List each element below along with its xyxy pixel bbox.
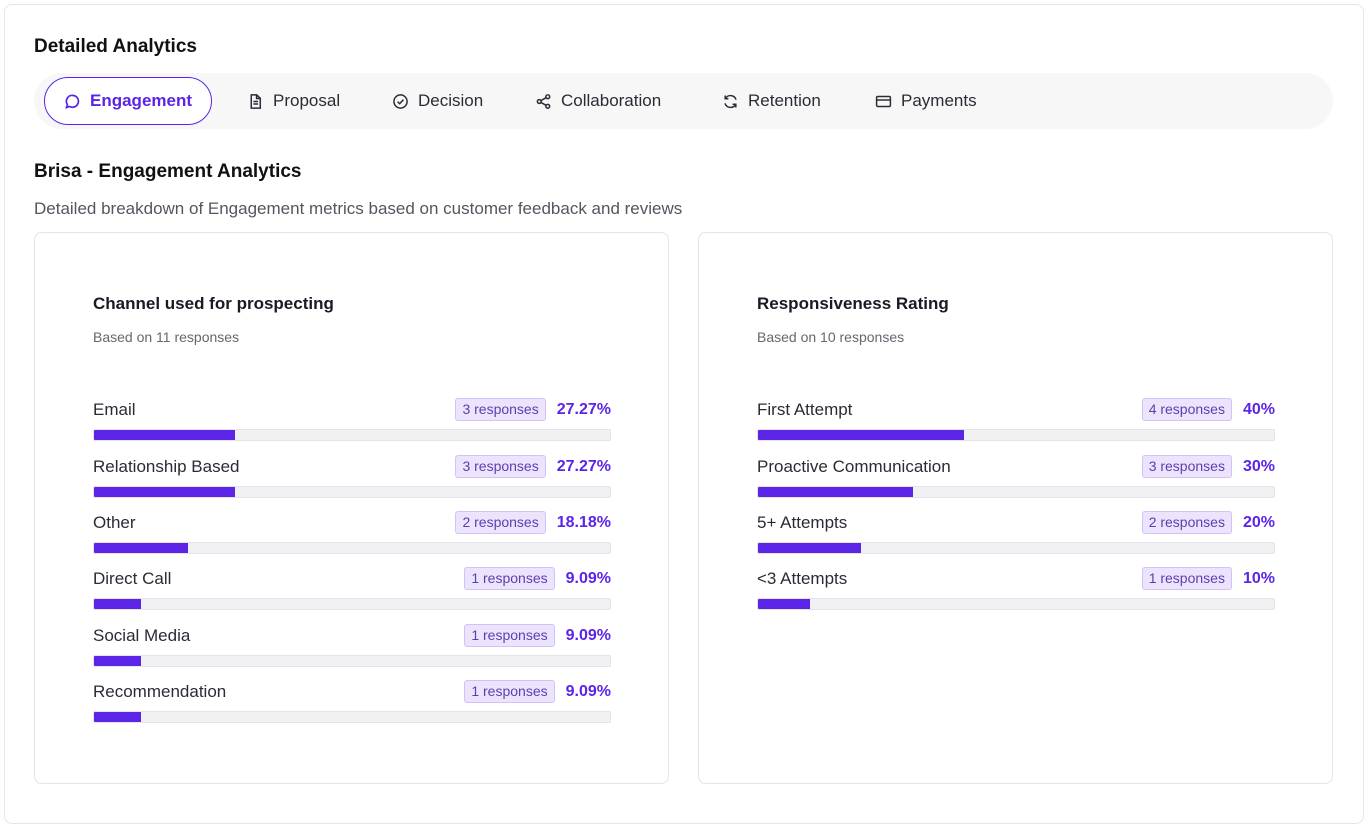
progress-track: [757, 429, 1275, 441]
progress-track: [757, 598, 1275, 610]
tab-label: Engagement: [90, 91, 193, 110]
tab-bar: Engagement Proposal Decision Collaborati…: [34, 73, 1333, 129]
card-title: Channel used for prospecting: [93, 294, 334, 313]
responses-badge: 1 responses: [464, 567, 555, 590]
progress-fill: [94, 656, 141, 666]
tab-engagement[interactable]: Engagement: [44, 77, 213, 125]
row-label: Direct Call: [93, 569, 172, 588]
progress-fill: [758, 430, 965, 440]
list-item: First Attempt 4 responses 40%: [757, 398, 1275, 443]
credit-card-icon: [875, 95, 892, 107]
responses-badge: 3 responses: [1141, 455, 1232, 478]
progress-fill: [94, 487, 235, 497]
tab-label: Proposal: [273, 91, 341, 110]
percent-value: 18.18%: [556, 513, 611, 531]
percent-value: 27.27%: [556, 457, 611, 475]
progress-fill: [758, 599, 810, 609]
card-subtitle: Based on 11 responses: [93, 329, 240, 345]
progress-track: [757, 542, 1275, 554]
list-item: Relationship Based 3 responses 27.27%: [93, 455, 611, 500]
progress-track: [93, 655, 611, 667]
list-item: Recommendation 1 responses 9.09%: [93, 680, 611, 725]
row-label: <3 Attempts: [757, 569, 848, 588]
list-item: Proactive Communication 3 responses 30%: [757, 455, 1275, 500]
percent-value: 9.09%: [565, 682, 611, 700]
percent-value: 27.27%: [556, 400, 611, 418]
list-item: Other 2 responses 18.18%: [93, 511, 611, 556]
row-label: Relationship Based: [93, 457, 240, 476]
percent-value: 20%: [1242, 513, 1275, 531]
percent-value: 40%: [1242, 400, 1275, 418]
responses-badge: 4 responses: [1141, 398, 1232, 421]
tab-label: Decision: [418, 91, 484, 110]
responses-badge: 3 responses: [455, 455, 546, 478]
page-subtitle: Detailed breakdown of Engagement metrics…: [34, 199, 683, 218]
percent-value: 30%: [1242, 457, 1275, 475]
progress-fill: [94, 430, 235, 440]
list-item: Direct Call 1 responses 9.09%: [93, 567, 611, 612]
tab-label: Collaboration: [561, 91, 662, 110]
responses-badge: 1 responses: [464, 680, 555, 703]
tab-retention[interactable]: Retention: [722, 77, 821, 125]
list-item: <3 Attempts 1 responses 10%: [757, 567, 1275, 612]
page-heading: Brisa - Engagement Analytics: [34, 161, 302, 182]
tab-label: Retention: [748, 91, 821, 110]
row-label: Proactive Communication: [757, 457, 951, 476]
responses-badge: 1 responses: [1141, 567, 1232, 590]
row-label: Email: [93, 400, 136, 419]
list-item: Social Media 1 responses 9.09%: [93, 624, 611, 669]
chat-bubble-icon: [65, 93, 80, 109]
tab-decision[interactable]: Decision: [392, 77, 483, 125]
progress-track: [757, 486, 1275, 498]
document-icon: [250, 93, 262, 109]
progress-fill: [94, 543, 188, 553]
tab-proposal[interactable]: Proposal: [247, 77, 340, 125]
responsiveness-card: Responsiveness Rating Based on 10 respon…: [698, 232, 1333, 784]
progress-track: [93, 542, 611, 554]
tab-label: Payments: [901, 91, 977, 110]
percent-value: 10%: [1242, 569, 1275, 587]
row-label: Other: [93, 513, 136, 532]
list-item: Email 3 responses 27.27%: [93, 398, 611, 443]
tab-collaboration[interactable]: Collaboration: [535, 77, 661, 125]
progress-track: [93, 711, 611, 723]
progress-fill: [94, 599, 141, 609]
row-label: Social Media: [93, 626, 191, 645]
section-title: Detailed Analytics: [34, 36, 197, 57]
progress-fill: [94, 712, 141, 722]
responses-badge: 3 responses: [455, 398, 546, 421]
progress-track: [93, 598, 611, 610]
card-title: Responsiveness Rating: [757, 294, 949, 313]
progress-track: [93, 486, 611, 498]
row-label: Recommendation: [93, 682, 227, 701]
refresh-icon: [724, 94, 737, 108]
tab-payments[interactable]: Payments: [875, 77, 977, 125]
share-icon: [536, 93, 551, 109]
progress-fill: [758, 487, 913, 497]
percent-value: 9.09%: [565, 569, 611, 587]
channel-card: Channel used for prospecting Based on 11…: [34, 232, 669, 784]
progress-track: [93, 429, 611, 441]
card-subtitle: Based on 10 responses: [757, 329, 905, 345]
progress-fill: [758, 543, 862, 553]
list-item: 5+ Attempts 2 responses 20%: [757, 511, 1275, 556]
check-circle-icon: [393, 93, 408, 109]
responses-badge: 1 responses: [464, 624, 555, 647]
responses-badge: 2 responses: [1141, 511, 1232, 534]
row-label: First Attempt: [757, 400, 853, 419]
row-label: 5+ Attempts: [757, 513, 848, 532]
percent-value: 9.09%: [565, 626, 611, 644]
responses-badge: 2 responses: [455, 511, 546, 534]
